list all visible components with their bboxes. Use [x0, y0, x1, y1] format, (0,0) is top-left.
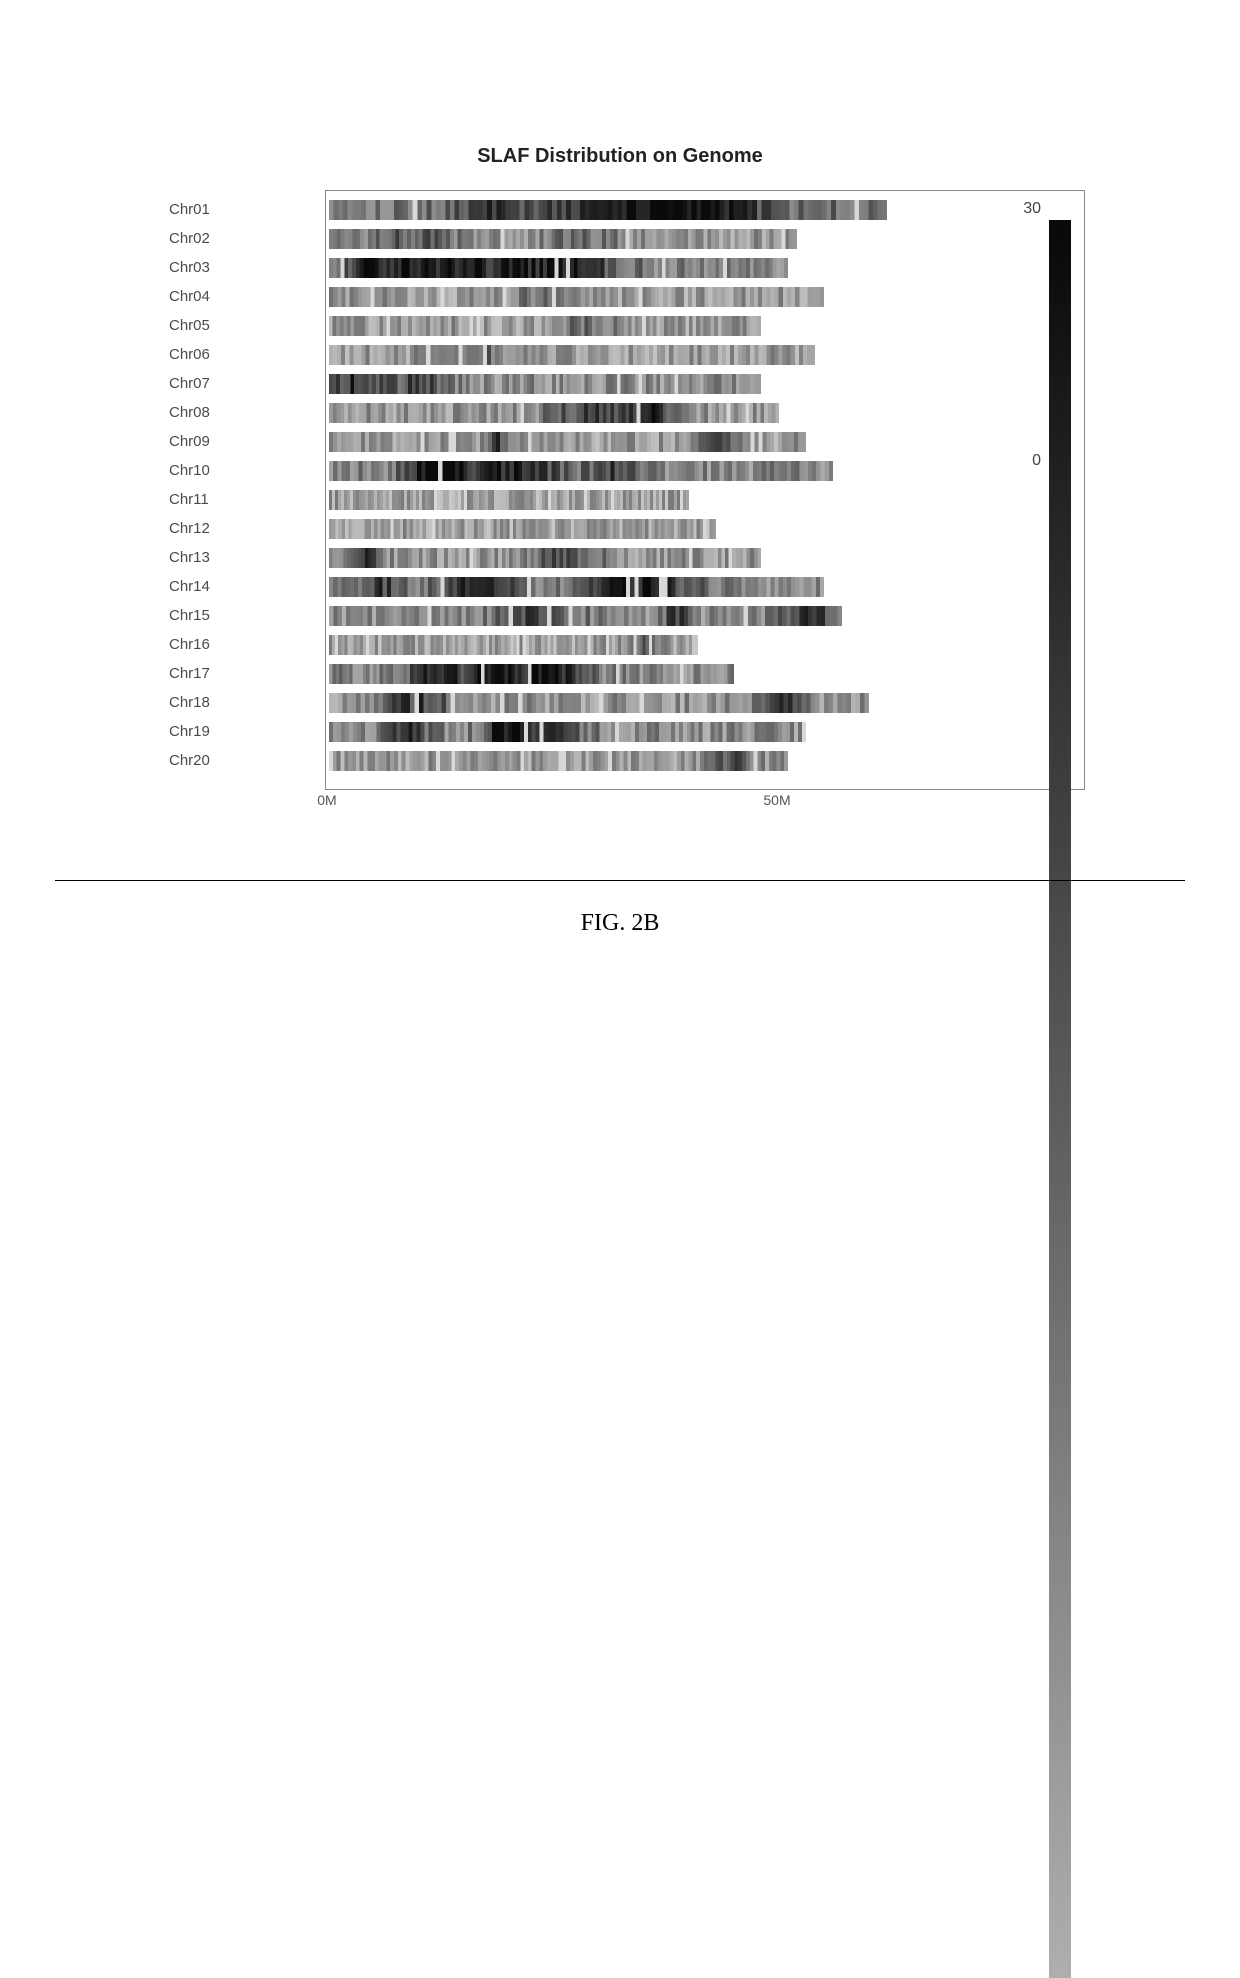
chromosome-label: Chr13: [165, 549, 319, 566]
chromosome-row: Chr11: [165, 485, 1085, 514]
chromosome-row: Chr13: [165, 543, 1085, 572]
chromosome-heatmap-track: [329, 229, 797, 249]
chromosome-track-wrap: [329, 258, 788, 278]
chromosome-heatmap-track: [329, 461, 833, 481]
x-tick-label: 0M: [317, 792, 336, 808]
chromosome-row: Chr15: [165, 601, 1085, 630]
chromosome-heatmap-track: [329, 606, 842, 626]
chromosome-label: Chr18: [165, 694, 319, 711]
chromosome-track-wrap: [329, 461, 833, 481]
chromosome-row: Chr07: [165, 369, 1085, 398]
chromosome-track-wrap: [329, 490, 689, 510]
color-legend: 30 0: [1047, 200, 1071, 470]
chromosome-label: Chr03: [165, 259, 319, 276]
chromosome-track-wrap: [329, 200, 887, 220]
legend-max-label: 30: [1023, 200, 1041, 218]
chromosome-heatmap-track: [329, 432, 806, 452]
chromosome-heatmap-track: [329, 374, 761, 394]
chromosome-row: Chr12: [165, 514, 1085, 543]
chromosome-label: Chr10: [165, 462, 319, 479]
chromosome-row: Chr10: [165, 456, 1085, 485]
chromosome-track-wrap: [329, 432, 806, 452]
chromosome-heatmap-track: [329, 751, 788, 771]
chromosome-track-wrap: [329, 519, 716, 539]
chromosome-label: Chr16: [165, 636, 319, 653]
chromosome-label: Chr15: [165, 607, 319, 624]
figure-caption: FIG. 2B: [0, 910, 1240, 937]
chromosome-track-wrap: [329, 229, 797, 249]
chromosome-label: Chr04: [165, 288, 319, 305]
chromosome-heatmap-track: [329, 403, 779, 423]
chromosome-label: Chr08: [165, 404, 319, 421]
chromosome-heatmap-track: [329, 664, 734, 684]
chromosome-track-wrap: [329, 548, 761, 568]
chromosome-label: Chr17: [165, 665, 319, 682]
chromosome-track-wrap: [329, 345, 815, 365]
chromosome-label: Chr19: [165, 723, 319, 740]
chromosome-label: Chr11: [165, 491, 319, 508]
chromosome-heatmap-track: [329, 519, 716, 539]
chromosome-row: Chr18: [165, 688, 1085, 717]
chromosome-track-wrap: [329, 403, 779, 423]
legend-gradient-bar: [1049, 220, 1071, 1978]
chromosome-heatmap-track: [329, 200, 887, 220]
x-axis-ticks: 0M50M: [325, 792, 1085, 812]
chromosome-track-wrap: [329, 374, 761, 394]
chromosome-track-wrap: [329, 693, 869, 713]
chromosome-track-wrap: [329, 664, 734, 684]
chromosome-row: Chr05: [165, 311, 1085, 340]
chromosome-heatmap-track: [329, 316, 761, 336]
chromosome-label: Chr12: [165, 520, 319, 537]
chromosome-row: Chr14: [165, 572, 1085, 601]
chromosome-heatmap-track: [329, 722, 806, 742]
chromosome-heatmap-track: [329, 577, 824, 597]
chromosome-row: Chr09: [165, 427, 1085, 456]
chromosome-heatmap-track: [329, 693, 869, 713]
chromosome-row: Chr01: [165, 195, 1085, 224]
chromosome-track-wrap: [329, 287, 824, 307]
chromosome-row: Chr20: [165, 746, 1085, 775]
chart-title: SLAF Distribution on Genome: [0, 145, 1240, 168]
chromosome-row: Chr03: [165, 253, 1085, 282]
chromosome-label: Chr20: [165, 752, 319, 769]
page: SLAF Distribution on Genome Chr01Chr02Ch…: [0, 0, 1240, 989]
chromosome-row: Chr04: [165, 282, 1085, 311]
chromosome-heatmap-track: [329, 548, 761, 568]
chromosome-track-wrap: [329, 577, 824, 597]
chromosome-heatmap-track: [329, 287, 824, 307]
chromosome-row: Chr08: [165, 398, 1085, 427]
chromosome-track-wrap: [329, 635, 698, 655]
chromosome-row: Chr02: [165, 224, 1085, 253]
horizontal-divider: [55, 880, 1185, 881]
chromosome-label: Chr06: [165, 346, 319, 363]
chromosome-heatmap-track: [329, 258, 788, 278]
x-tick-label: 50M: [763, 792, 790, 808]
chromosome-label: Chr09: [165, 433, 319, 450]
chromosome-track-wrap: [329, 606, 842, 626]
chromosome-label: Chr07: [165, 375, 319, 392]
chromosome-label: Chr01: [165, 201, 319, 218]
chromosome-label: Chr05: [165, 317, 319, 334]
chromosome-row: Chr06: [165, 340, 1085, 369]
chromosome-row: Chr17: [165, 659, 1085, 688]
chromosome-heatmap-track: [329, 345, 815, 365]
chromosome-label: Chr14: [165, 578, 319, 595]
chromosome-row: Chr16: [165, 630, 1085, 659]
chromosome-heatmap-track: [329, 635, 698, 655]
plot-area: Chr01 Chr02 Chr03 Chr04 Chr05 Chr06 Chr07 Chr08…: [165, 190, 1085, 830]
legend-min-label: 0: [1032, 452, 1041, 470]
chromosome-track-wrap: [329, 722, 806, 742]
chromosome-rows: Chr01 Chr02 Chr03 Chr04 Chr05 Chr06 Chr07 Chr08…: [165, 195, 1085, 775]
chromosome-row: Chr19: [165, 717, 1085, 746]
chromosome-track-wrap: [329, 751, 788, 771]
chromosome-heatmap-track: [329, 490, 689, 510]
chromosome-label: Chr02: [165, 230, 319, 247]
chromosome-track-wrap: [329, 316, 761, 336]
